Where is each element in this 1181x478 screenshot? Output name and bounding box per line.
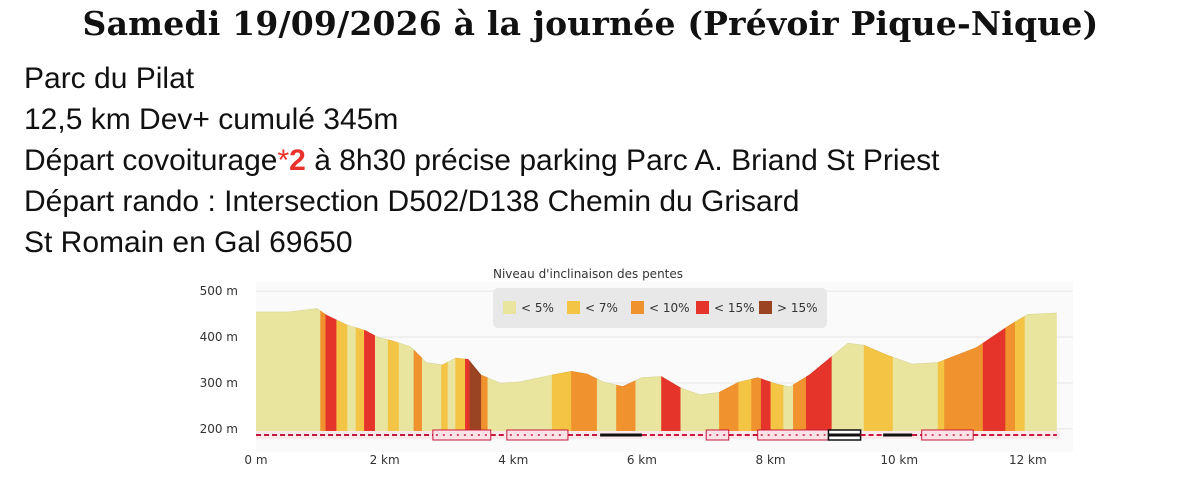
y-tick-label: 200 m — [200, 422, 238, 436]
track-box — [506, 429, 569, 441]
x-tick-label: 6 km — [627, 453, 657, 467]
x-tick-label: 4 km — [498, 453, 528, 467]
y-axis: 200 m 300 m 400 m 500 m — [200, 284, 238, 436]
y-tick-label: 400 m — [200, 330, 238, 344]
x-tick-label: 10 km — [880, 453, 918, 467]
y-tick-label: 500 m — [200, 284, 238, 298]
distance-elevation-line: 12,5 km Dev+ cumulé 345m — [24, 103, 399, 136]
elevation-line — [256, 308, 1057, 395]
hike-info: Parc du Pilat 12,5 km Dev+ cumulé 345m D… — [24, 58, 940, 263]
legend-swatch — [631, 301, 644, 314]
legend-box — [493, 288, 827, 328]
legend-label: > 15% — [777, 301, 818, 315]
hike-start-town-line: St Romain en Gal 69650 — [24, 226, 353, 259]
slope-segment — [937, 308, 945, 438]
asterisk-marker: * — [277, 144, 290, 177]
slope-segment — [355, 308, 365, 438]
carpool-count: 2 — [289, 144, 306, 177]
slope-segment — [320, 308, 326, 438]
legend-label: < 5% — [521, 301, 554, 315]
slope-segment — [447, 308, 456, 438]
legend-swatch — [696, 301, 709, 314]
legend: Niveau d'inclinaison des pentes < 5% < 7%… — [493, 267, 827, 328]
x-tick-label: 12 km — [1009, 453, 1047, 467]
slope-segment — [441, 308, 449, 438]
track-box — [432, 429, 492, 441]
slope-segment — [1005, 308, 1016, 438]
slope-segment — [465, 308, 470, 438]
carpool-departure-line: Départ covoiturage*2 à 8h30 précise park… — [24, 140, 940, 181]
slope-segment — [256, 308, 321, 438]
slope-segment — [374, 308, 389, 438]
slope-segment — [336, 308, 348, 438]
x-tick-label: 2 km — [370, 453, 400, 467]
slope-segment — [325, 308, 337, 438]
slope-segment — [982, 308, 1006, 438]
track-strip — [256, 429, 1060, 441]
slope-segment — [387, 308, 400, 438]
x-tick-label: 0 m — [244, 453, 267, 467]
y-tick-label: 300 m — [200, 376, 238, 390]
carpool-details: à 8h30 précise parking Parc A. Briand St… — [305, 144, 940, 177]
page-title: Samedi 19/09/2026 à la journée (Prévoir … — [82, 4, 1099, 43]
slope-segment — [469, 308, 482, 438]
elevation-profile-chart: 200 m 300 m 400 m 500 m 0 m 2 km 4 km 6 km 8 km… — [200, 267, 1073, 467]
legend-title: Niveau d'inclinaison des pentes — [493, 267, 683, 281]
slope-segment — [413, 308, 423, 438]
legend-label: < 15% — [714, 301, 755, 315]
x-tick-label: 8 km — [756, 453, 786, 467]
legend-swatch — [759, 301, 772, 314]
legend-label: < 10% — [649, 301, 690, 315]
slope-segment — [364, 308, 376, 438]
slope-segment — [1014, 308, 1026, 438]
slope-segment — [1024, 308, 1057, 438]
slope-segment — [455, 308, 466, 438]
carpool-label: Départ covoiturage — [24, 144, 278, 177]
legend-swatch — [503, 301, 516, 314]
hike-start-line: Départ rando : Intersection D502/D138 Ch… — [24, 185, 800, 218]
legend-label: < 7% — [585, 301, 618, 315]
slope-segment — [347, 308, 357, 438]
location-line: Parc du Pilat — [24, 62, 195, 95]
legend-swatch — [567, 301, 580, 314]
x-axis: 0 m 2 km 4 km 6 km 8 km 10 km 12 km — [244, 453, 1046, 467]
